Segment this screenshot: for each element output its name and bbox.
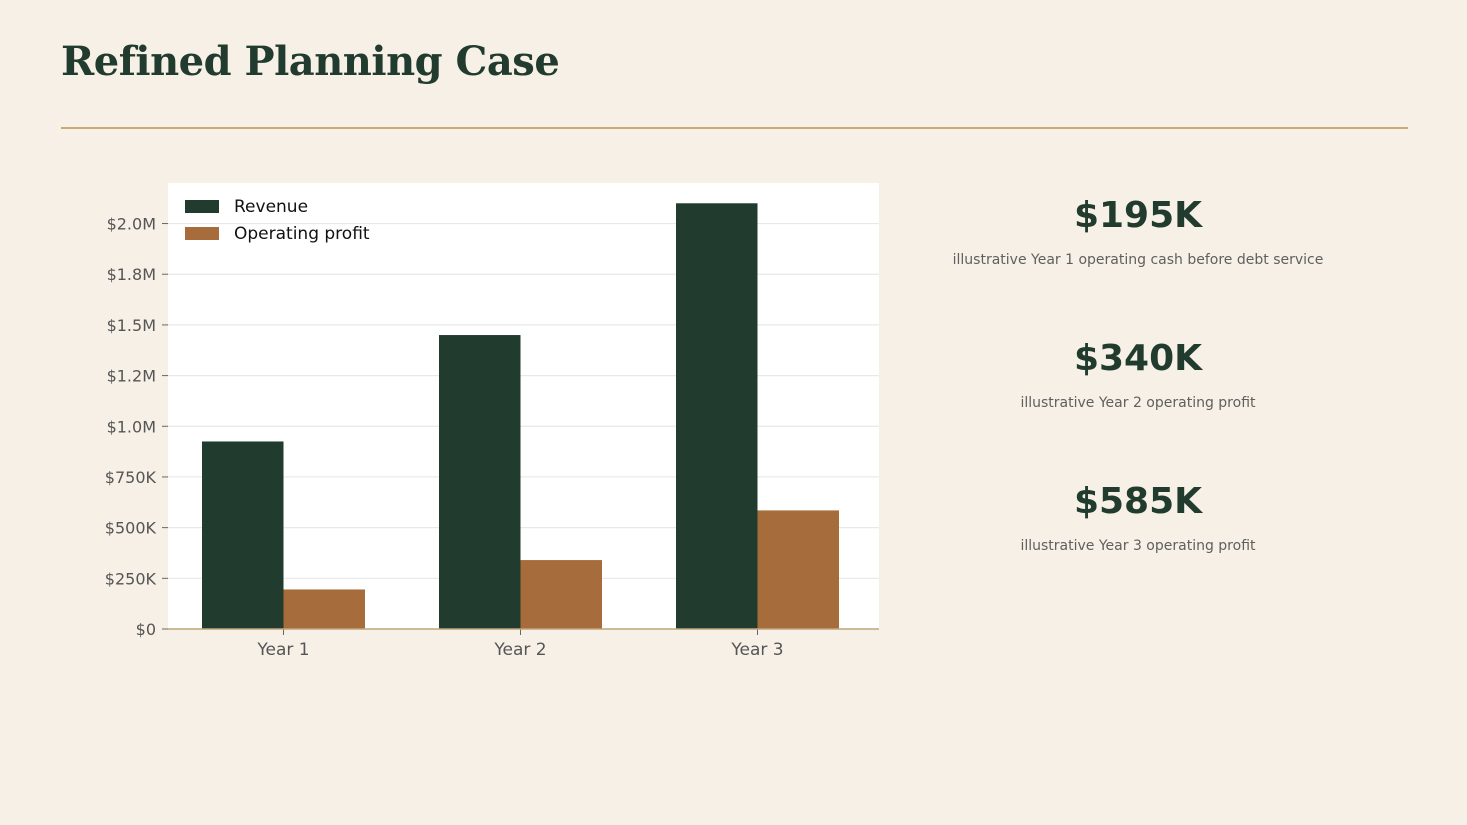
y-tick-label: $750K — [105, 468, 157, 487]
legend-label: Revenue — [234, 197, 308, 217]
kpi-card-year-3: $585K illustrative Year 3 operating prof… — [940, 481, 1336, 555]
y-tick-label: $1.0M — [107, 417, 156, 436]
kpi-value: $195K — [1073, 195, 1203, 236]
legend-swatch — [185, 227, 219, 240]
y-tick-label: $1.8M — [107, 265, 156, 284]
x-tick-label: Year 3 — [730, 640, 783, 660]
y-tick-label: $0 — [136, 620, 156, 639]
bar-chart: $0 $250K $500K $750K $1.0M $1.2M $1.5M $1.8M $2.… — [105, 183, 879, 660]
legend-label: Operating profit — [234, 224, 370, 244]
kpi-value: $585K — [1073, 481, 1203, 522]
title-divider — [61, 127, 1408, 129]
bar-revenue — [676, 203, 758, 630]
kpi-value: $340K — [1073, 338, 1203, 379]
x-tick-label: Year 1 — [256, 640, 309, 660]
kpi-card-year-2: $340K illustrative Year 2 operating prof… — [940, 338, 1336, 412]
page-title: Refined Planning Case — [61, 38, 560, 85]
bar-revenue — [202, 441, 284, 629]
kpi-label: illustrative Year 3 operating profit — [1020, 538, 1256, 554]
y-tick-label: $500K — [105, 519, 157, 538]
y-tick-label: $1.5M — [107, 316, 156, 335]
y-tick-label: $1.2M — [107, 367, 156, 386]
kpi-label: illustrative Year 2 operating profit — [1020, 395, 1256, 411]
bar-operating-profit — [757, 510, 839, 629]
legend-swatch — [185, 200, 219, 213]
legend: Revenue Operating profit — [185, 197, 370, 244]
bar-revenue — [439, 335, 521, 629]
kpi-label: illustrative Year 1 operating cash befor… — [952, 252, 1324, 268]
y-tick-label: $2.0M — [107, 215, 156, 234]
y-tick-label: $250K — [105, 569, 157, 588]
x-tick-label: Year 2 — [493, 640, 546, 660]
bar-operating-profit — [283, 589, 365, 629]
kpi-card-year-1: $195K illustrative Year 1 operating cash… — [940, 195, 1336, 269]
bar-operating-profit — [520, 560, 602, 629]
